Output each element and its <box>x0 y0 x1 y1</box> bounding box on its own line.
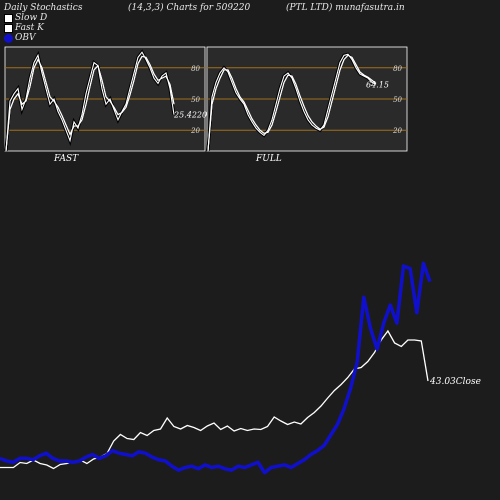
fast-k-label: Fast K <box>15 23 44 33</box>
full-stochastic-chart: 80 50 20 64.15 FULL <box>206 46 408 164</box>
company-label: (PTL LTD) munafasutra.in <box>286 3 405 13</box>
level-label: 50 <box>191 96 200 104</box>
legend-obv: OBV <box>4 33 36 43</box>
legend-slow-d: Slow D <box>4 13 47 23</box>
level-label: 80 <box>393 65 402 73</box>
level-label: 80 <box>191 65 200 73</box>
chart-title: Daily Stochastics <box>4 3 83 13</box>
level-label: 20 <box>190 127 200 135</box>
obv-label: OBV <box>15 33 36 43</box>
close-value-label: 43.03Close <box>429 377 481 387</box>
fast-stochastic-chart: 80 50 20 25.4220 FAST <box>4 46 207 164</box>
chart-params: (14,3,3) Charts for 509220 <box>128 3 251 13</box>
level-label: 50 <box>393 96 402 104</box>
fast-k-swatch <box>4 23 13 33</box>
obv-swatch <box>4 33 13 43</box>
obv-line <box>0 261 432 475</box>
slow-d-line <box>5 55 175 152</box>
legend-fast-k: Fast K <box>4 23 44 33</box>
slow-d-swatch <box>4 13 13 23</box>
price-obv-chart: 43.03Close <box>0 261 481 475</box>
fast-k-line <box>5 51 175 152</box>
close-price-line <box>0 329 429 470</box>
slow-d-label: Slow D <box>15 13 48 23</box>
last-value-label: 25.4220 <box>173 111 207 120</box>
level-label: 20 <box>392 127 402 135</box>
panel-title: FULL <box>255 154 282 164</box>
panel-title: FAST <box>53 154 79 164</box>
slow-d-line <box>207 54 377 152</box>
fast-k-line <box>207 53 377 152</box>
last-value-label: 64.15 <box>366 80 389 89</box>
